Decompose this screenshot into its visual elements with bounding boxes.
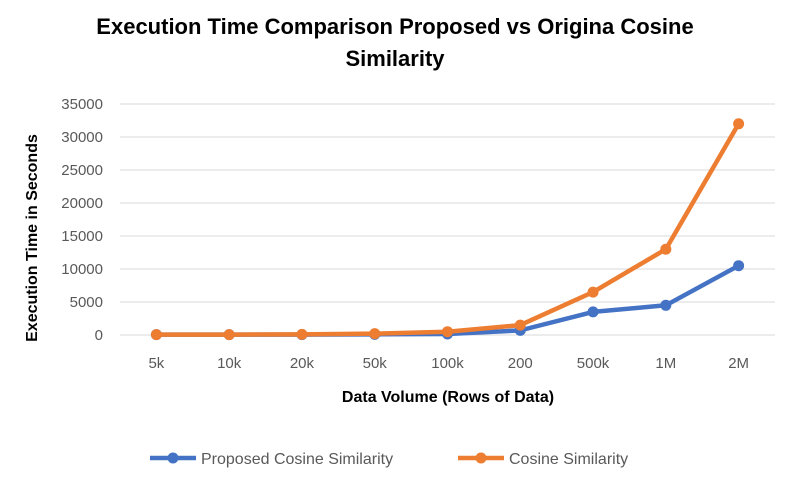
y-tick-label: 30000 <box>61 129 103 146</box>
y-tick-label: 25000 <box>61 162 103 179</box>
series-line <box>154 121 741 337</box>
data-point <box>587 306 599 318</box>
data-point <box>587 286 599 298</box>
data-point <box>660 299 672 311</box>
x-tick-label: 50k <box>363 355 388 372</box>
series-line <box>154 263 741 337</box>
y-tick-label: 20000 <box>61 195 103 212</box>
data-point <box>660 243 672 255</box>
chart-title-line-1: Execution Time Comparison Proposed vs Or… <box>96 14 693 39</box>
y-axis-title: Execution Time in Seconds <box>24 134 41 342</box>
y-axis-tick-labels: 0 5000 10000 15000 20000 25000 30000 35000 <box>61 96 103 344</box>
y-tick-label: 10000 <box>61 261 103 278</box>
data-point <box>296 328 308 340</box>
chart-title-line-2: Similarity <box>345 46 445 71</box>
x-tick-label: 5k <box>148 355 164 372</box>
data-point <box>514 319 526 331</box>
data-point <box>369 328 381 340</box>
data-point <box>150 329 162 341</box>
series-cosine-similarity <box>150 118 745 341</box>
legend-label: Cosine Similarity <box>509 451 628 468</box>
legend: Proposed Cosine Similarity Cosine Similar… <box>150 451 628 468</box>
x-tick-label: 200 <box>508 355 533 372</box>
x-tick-label: 500k <box>577 355 610 372</box>
x-axis-tick-labels: 5k 10k 20k 50k 100k 200 500k 1M 2M <box>148 355 749 372</box>
gridlines <box>120 103 775 336</box>
x-tick-label: 100k <box>431 355 464 372</box>
legend-item: Cosine Similarity <box>458 451 628 468</box>
y-tick-label: 5000 <box>70 294 103 311</box>
x-tick-label: 1M <box>655 355 676 372</box>
series-layer <box>150 118 745 341</box>
y-tick-label: 35000 <box>61 96 103 113</box>
legend-item: Proposed Cosine Similarity <box>150 451 393 468</box>
legend-label: Proposed Cosine Similarity <box>201 451 393 468</box>
y-tick-label: 0 <box>95 327 103 344</box>
data-point <box>733 118 745 130</box>
x-axis-title: Data Volume (Rows of Data) <box>342 389 554 406</box>
legend-swatch-marker <box>167 452 179 464</box>
x-tick-label: 2M <box>728 355 749 372</box>
data-point <box>442 326 453 338</box>
data-point <box>223 329 235 341</box>
legend-swatch-marker <box>475 452 487 464</box>
y-tick-label: 15000 <box>61 228 103 245</box>
x-tick-label: 10k <box>217 355 242 372</box>
x-tick-label: 20k <box>290 355 315 372</box>
data-point <box>733 260 745 272</box>
